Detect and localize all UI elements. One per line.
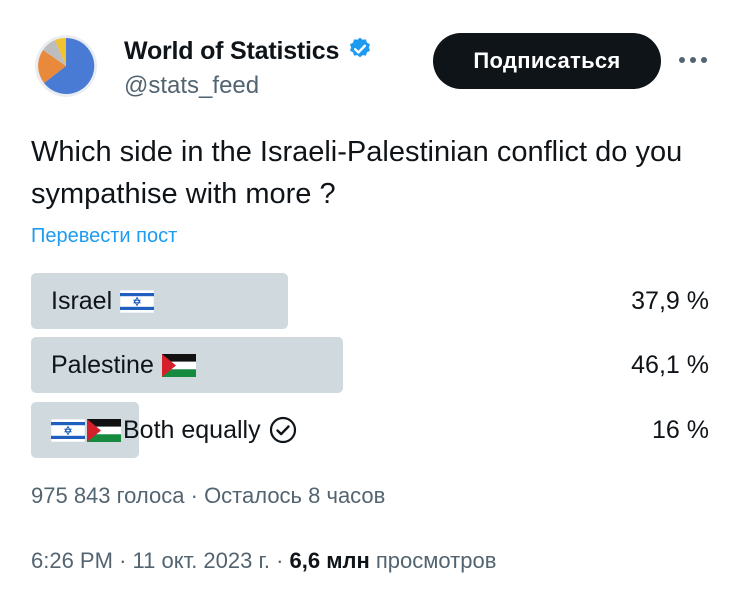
poll-vote-count: 975 843 голоса [31, 483, 185, 508]
palestine-flag-icon [161, 353, 196, 377]
poll-option-label: Israel [51, 286, 113, 315]
palestine-flag-icon [87, 418, 121, 442]
verified-badge-icon [347, 36, 373, 67]
pie-chart-logo-icon [35, 35, 97, 97]
poll-option-label: Both equally [123, 415, 261, 444]
tweet-date[interactable]: 11 окт. 2023 г. [132, 548, 270, 573]
tweet-time[interactable]: 6:26 PM [31, 548, 113, 573]
views-count: 6,6 млн [289, 548, 370, 573]
poll-option-palestine[interactable]: Palestine 46,1 % [31, 337, 709, 393]
subscribe-button[interactable]: Подписаться [433, 33, 661, 89]
tweet-header: World of Statistics @stats_feed Подписат… [0, 0, 739, 120]
poll-option-israel[interactable]: Israel 37,9 % [31, 273, 709, 329]
poll-option-percent: 16 % [652, 415, 709, 444]
poll-bar [31, 273, 288, 329]
separator: · [276, 548, 284, 573]
more-options-icon[interactable] [678, 50, 708, 70]
tweet-timestamp: 6:26 PM · 11 окт. 2023 г. · 6,6 млн прос… [31, 548, 496, 574]
poll-time-left: Осталось 8 часов [204, 483, 386, 508]
poll-option-both-equally[interactable]: Both equally 16 % [31, 402, 709, 458]
tweet-text: Which side in the Israeli-Palestinian co… [31, 136, 683, 210]
separator: · [119, 548, 127, 573]
account-handle[interactable]: @stats_feed [124, 72, 260, 99]
views-label: просмотров [375, 548, 497, 573]
israel-flag-icon [51, 418, 85, 442]
avatar[interactable] [35, 35, 97, 97]
display-name[interactable]: World of Statistics [124, 37, 340, 65]
poll-bar [31, 402, 139, 458]
israel-flag-icon [120, 289, 155, 313]
poll-option-percent: 46,1 % [631, 350, 709, 379]
separator: · [190, 483, 198, 508]
account-name-row: World of Statistics [124, 36, 373, 67]
poll-option-percent: 37,9 % [631, 286, 709, 315]
checkmark-circle-icon [269, 416, 297, 444]
translate-post-link[interactable]: Перевести пост [31, 225, 178, 247]
poll-option-label: Palestine [51, 350, 154, 379]
poll-meta: 975 843 голоса · Осталось 8 часов [31, 483, 385, 509]
